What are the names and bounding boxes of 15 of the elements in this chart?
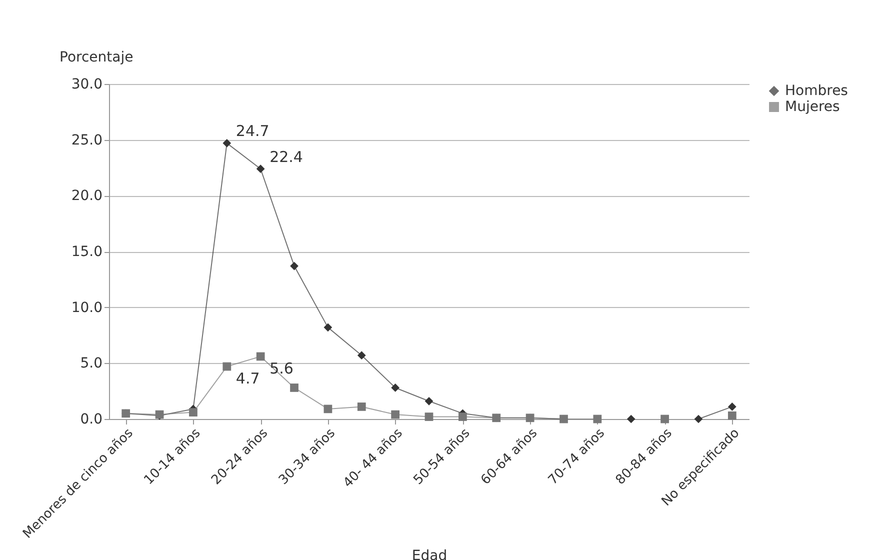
data-label: 24.7 bbox=[236, 122, 270, 140]
y-tick-label: 25.0 bbox=[71, 132, 102, 148]
y-tick-label: 20.0 bbox=[71, 188, 102, 204]
data-label: 5.6 bbox=[270, 359, 294, 378]
x-axis-title: Edad bbox=[412, 548, 448, 560]
data-label: 22.4 bbox=[270, 148, 303, 166]
y-tick-label: 5.0 bbox=[80, 356, 102, 372]
y-axis-title: Porcentaje bbox=[60, 50, 134, 66]
legend-label: Hombres bbox=[785, 83, 848, 99]
y-tick-label: 30.0 bbox=[71, 76, 102, 92]
legend-label: Mujeres bbox=[785, 99, 840, 115]
y-tick-label: 10.0 bbox=[71, 300, 102, 316]
y-tick-label: 15.0 bbox=[71, 244, 102, 260]
data-label: 4.7 bbox=[236, 370, 260, 388]
y-tick-label: 0.0 bbox=[80, 412, 102, 428]
